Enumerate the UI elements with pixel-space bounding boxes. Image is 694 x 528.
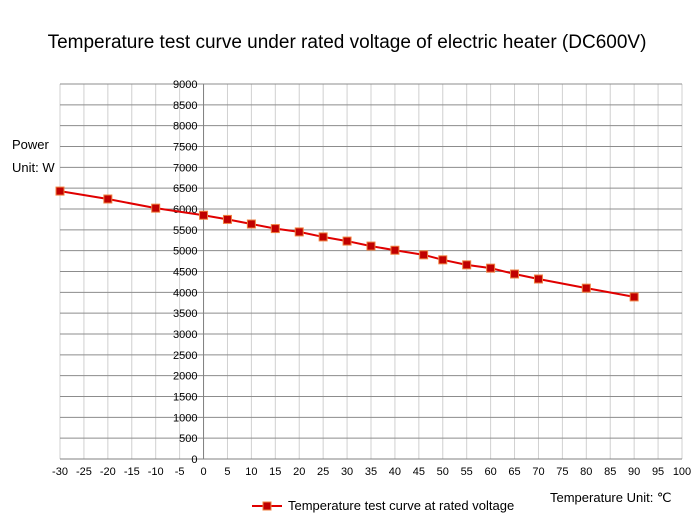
y-tick-label: 5000 xyxy=(173,246,197,258)
data-point xyxy=(419,250,429,260)
x-tick-label: 5 xyxy=(224,466,230,478)
x-tick-label: -30 xyxy=(52,466,68,478)
chart-title: Temperature test curve under rated volta… xyxy=(47,32,647,53)
data-point xyxy=(581,283,591,293)
y-tick-label: 8500 xyxy=(173,100,197,112)
y-tick-label: 9000 xyxy=(173,79,197,91)
x-tick-label: 35 xyxy=(365,466,377,478)
x-tick-label: 45 xyxy=(413,466,425,478)
data-point xyxy=(366,241,376,251)
x-tick-label: 10 xyxy=(245,466,257,478)
data-point xyxy=(342,236,352,246)
x-tick-label: 65 xyxy=(508,466,520,478)
x-tick-label: 95 xyxy=(652,466,664,478)
y-tick-label: 7500 xyxy=(173,142,197,154)
data-point xyxy=(55,186,65,196)
data-point xyxy=(270,224,280,234)
data-point xyxy=(510,269,520,279)
x-tick-label: 55 xyxy=(461,466,473,478)
x-tick-label: 0 xyxy=(200,466,206,478)
y-axis-label-power: Power xyxy=(12,137,49,152)
x-tick-label: 50 xyxy=(437,466,449,478)
x-tick-label: -20 xyxy=(100,466,116,478)
y-tick-label: 500 xyxy=(179,433,197,445)
y-tick-label: 2500 xyxy=(173,350,197,362)
x-tick-label: 40 xyxy=(389,466,401,478)
x-tick-label: 25 xyxy=(317,466,329,478)
data-point xyxy=(294,227,304,237)
legend: Temperature test curve at rated voltage xyxy=(252,498,514,513)
data-point xyxy=(629,292,639,302)
data-point xyxy=(199,210,209,220)
y-tick-label: 4500 xyxy=(173,267,197,279)
data-point xyxy=(438,255,448,265)
data-point xyxy=(533,274,543,284)
x-tick-label: 60 xyxy=(484,466,496,478)
data-point xyxy=(151,203,161,213)
x-tick-label: 20 xyxy=(293,466,305,478)
legend-label: Temperature test curve at rated voltage xyxy=(288,498,515,513)
y-tick-label: 2000 xyxy=(173,371,197,383)
x-tick-label: 75 xyxy=(556,466,568,478)
data-point xyxy=(246,219,256,229)
x-tick-label: 100 xyxy=(673,466,691,478)
data-point xyxy=(103,194,113,204)
legend-marker-icon xyxy=(252,501,282,510)
x-tick-label: -25 xyxy=(76,466,92,478)
data-point xyxy=(222,214,232,224)
y-axis-label-unit: Unit: W xyxy=(12,160,55,175)
y-tick-label: 3000 xyxy=(173,329,197,341)
y-tick-label: 1500 xyxy=(173,392,197,404)
x-tick-label: 30 xyxy=(341,466,353,478)
data-point xyxy=(318,232,328,242)
x-axis-label: Temperature Unit: ℃ xyxy=(550,490,672,505)
y-tick-label: 8000 xyxy=(173,121,197,133)
x-tick-label: 15 xyxy=(269,466,281,478)
x-tick-label: -10 xyxy=(148,466,164,478)
y-tick-label: 1000 xyxy=(173,412,197,424)
y-tick-label: 3500 xyxy=(173,308,197,320)
data-point xyxy=(390,245,400,255)
x-tick-label: 90 xyxy=(628,466,640,478)
y-tick-label: 4000 xyxy=(173,287,197,299)
x-tick-label: -15 xyxy=(124,466,140,478)
data-point xyxy=(462,260,472,270)
y-tick-label: 6500 xyxy=(173,183,197,195)
data-point xyxy=(486,263,496,273)
x-tick-label: 70 xyxy=(532,466,544,478)
y-tick-label: 7000 xyxy=(173,162,197,174)
y-tick-label: 0 xyxy=(191,454,197,466)
x-tick-label: 80 xyxy=(580,466,592,478)
x-tick-label: 85 xyxy=(604,466,616,478)
y-tick-label: 5500 xyxy=(173,225,197,237)
x-tick-label: -5 xyxy=(175,466,185,478)
